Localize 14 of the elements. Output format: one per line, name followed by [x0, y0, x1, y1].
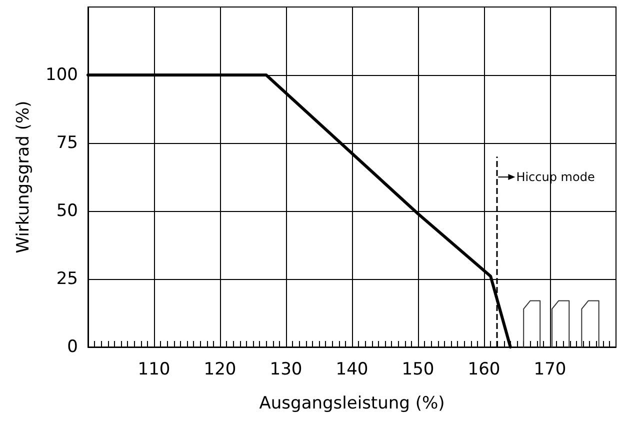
x-axis-title: Ausgangsleistung (%) [259, 394, 445, 414]
y-axis-title: Wirkungsgrad (%) [14, 100, 34, 254]
y-tick-label: 75 [56, 133, 78, 153]
y-tick-label: 50 [56, 201, 78, 221]
y-tick-label: 100 [46, 65, 78, 85]
x-tick-label: 110 [138, 360, 170, 380]
x-tick-label: 130 [270, 360, 302, 380]
x-tick-label: 150 [402, 360, 434, 380]
x-tick-label: 140 [336, 360, 368, 380]
x-tick-label: 120 [204, 360, 236, 380]
x-tick-label: 170 [534, 360, 566, 380]
y-tick-label: 0 [67, 337, 78, 357]
x-tick-label: 160 [468, 360, 500, 380]
y-tick-label: 25 [56, 269, 78, 289]
